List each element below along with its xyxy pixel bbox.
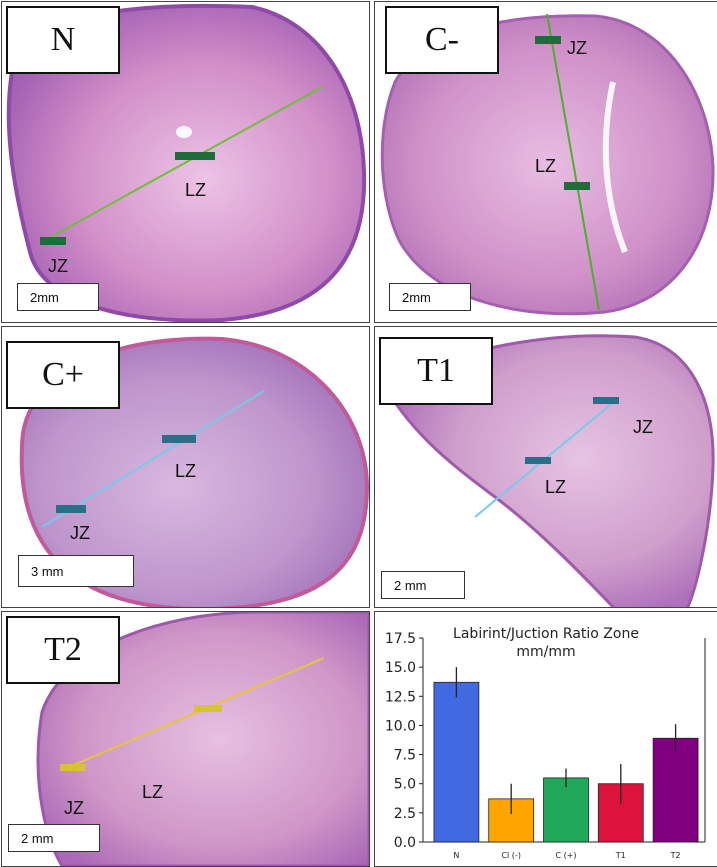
y-tick-label: 17.5 — [385, 631, 416, 647]
panel-t2: T2 LZ JZ 2 mm — [1, 611, 370, 867]
bar — [433, 681, 480, 843]
bar — [488, 798, 535, 843]
y-tick-label: 5.0 — [394, 777, 416, 793]
measure-line-t2 — [61, 657, 325, 771]
panel-t1: T1 JZ LZ 2 mm — [374, 326, 717, 608]
x-tick-label: Cl (-) — [501, 851, 520, 860]
y-tick-label: 2.5 — [394, 806, 416, 822]
scale-bar-n: 2mm — [17, 283, 99, 311]
panel-label-c-plus: C+ — [6, 341, 120, 409]
y-tick-label: 7.5 — [394, 748, 416, 764]
chart-panel: Labirint/Juction Ratio Zone mm/mm 0.0 2.5… — [374, 611, 717, 867]
zone-label-jz-c-plus: JZ — [70, 523, 90, 543]
scale-bar-t1: 2 mm — [381, 571, 465, 599]
zone-label-jz-t1: JZ — [633, 417, 653, 437]
y-tick-label: 0.0 — [394, 835, 416, 851]
panel-label-c-minus: C- — [385, 6, 499, 74]
zone-label-lz-t1: LZ — [545, 477, 567, 497]
zone-label-jz-n: JZ — [48, 256, 68, 276]
y-tick-label: 10.0 — [385, 718, 416, 734]
scale-bar-t2: 2 mm — [8, 824, 100, 852]
x-tick-label: C (+) — [555, 851, 576, 860]
measure-line-n — [41, 86, 323, 243]
zone-label-jz-t2: JZ — [64, 798, 84, 818]
panel-n: N LZ JZ 2mm — [1, 1, 370, 323]
scale-bar-c-plus: 3 mm — [18, 555, 134, 587]
scale-bar-c-minus: 2mm — [389, 283, 471, 311]
panel-c-plus: C+ LZ JZ 3 mm — [1, 326, 370, 608]
bar-chart: 0.0 2.5 5.0 7.5 10.0 12.5 15.0 17.5 N Cl (-) C (+)… — [385, 631, 706, 860]
panel-label-t1: T1 — [379, 337, 493, 405]
x-tick-label: N — [453, 851, 459, 860]
x-tick-label: T1 — [615, 851, 626, 860]
bar — [543, 777, 589, 843]
panel-label-n: N — [6, 6, 120, 74]
y-tick-label: 15.0 — [385, 660, 416, 676]
histology-image-n — [6, 3, 367, 322]
bar — [652, 737, 699, 843]
zone-label-lz-t2: LZ — [142, 782, 164, 802]
zone-label-jz-c-minus: JZ — [567, 38, 587, 58]
histology-image-c-minus — [380, 13, 715, 316]
zone-label-lz-c-plus: LZ — [175, 461, 197, 481]
panel-label-t2: T2 — [6, 616, 120, 684]
chart-title: Labirint/Juction Ratio Zone — [453, 626, 639, 642]
chart-subtitle: mm/mm — [516, 644, 576, 660]
zone-label-lz-n: LZ — [185, 180, 207, 200]
measure-line-c-plus — [41, 390, 265, 528]
measure-line-c-minus — [546, 13, 600, 311]
zone-label-lz-c-minus: LZ — [535, 156, 557, 176]
x-tick-label: T2 — [670, 851, 681, 860]
y-tick-label: 12.5 — [385, 689, 416, 705]
panel-c-minus: C- JZ LZ 2mm — [374, 1, 717, 323]
